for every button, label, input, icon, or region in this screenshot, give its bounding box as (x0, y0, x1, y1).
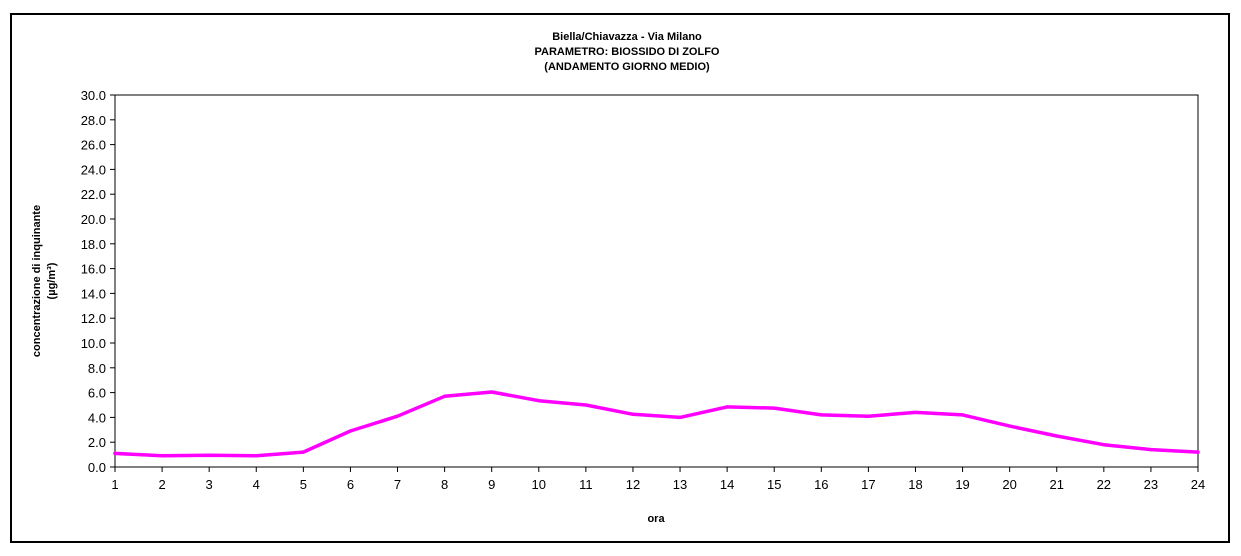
data-point (584, 403, 588, 407)
x-tick-label: 10 (532, 477, 546, 492)
y-axis-title: concentrazione di inquinante (µg/m³) (31, 205, 58, 357)
x-tick-label: 15 (767, 477, 781, 492)
x-tick-label: 2 (158, 477, 165, 492)
data-point (254, 454, 258, 458)
y-tick-label: 28.0 (81, 113, 106, 128)
x-tick-label: 20 (1002, 477, 1016, 492)
data-point (1196, 450, 1200, 454)
x-tick-label: 4 (253, 477, 260, 492)
data-point (1055, 434, 1059, 438)
data-point (443, 394, 447, 398)
x-axis: 1 2 3 4 5 6 7 8 9 10 11 12 13 14 15 16 17 18 19 20 21 22 23 24 (111, 467, 1205, 492)
data-point (866, 414, 870, 418)
x-tick-label: 7 (394, 477, 401, 492)
x-tick-label: 11 (579, 477, 593, 492)
data-point (1149, 448, 1153, 452)
x-tick-label: 17 (861, 477, 875, 492)
y-tick-label: 16.0 (81, 262, 106, 277)
data-point (819, 413, 823, 417)
y-tick-label: 30.0 (81, 88, 106, 103)
x-tick-label: 23 (1144, 477, 1158, 492)
data-point (395, 414, 400, 418)
data-point (1102, 443, 1106, 447)
y-tick-label: 12.0 (81, 311, 106, 326)
data-point (348, 429, 353, 433)
series-line (113, 390, 1200, 458)
data-point (301, 450, 305, 454)
data-point (960, 413, 965, 417)
y-tick-label: 6.0 (88, 386, 106, 401)
data-point (113, 451, 117, 455)
x-tick-label: 16 (814, 477, 828, 492)
y-tick-label: 20.0 (81, 212, 106, 227)
y-axis: 0.0 2.0 4.0 6.0 8.0 10.0 12.0 14.0 16.0 18.0 20.0 2… (81, 88, 115, 475)
x-tick-label: 18 (908, 477, 922, 492)
data-point (160, 454, 164, 458)
chart-title-line-3: (ANDAMENTO GIORNO MEDIO) (544, 61, 710, 73)
x-tick-label: 21 (1050, 477, 1064, 492)
data-point (207, 453, 211, 457)
x-tick-label: 5 (300, 477, 307, 492)
y-tick-label: 0.0 (88, 460, 106, 475)
data-point (913, 410, 918, 415)
chart-title-line-2: PARAMETRO: BIOSSIDO DI ZOLFO (535, 46, 720, 58)
y-tick-label: 2.0 (88, 435, 106, 450)
x-tick-label: 9 (488, 477, 495, 492)
x-tick-label: 13 (673, 477, 687, 492)
chart-title-line-1: Biella/Chiavazza - Via Milano (552, 31, 702, 43)
data-point (631, 412, 635, 416)
x-tick-label: 19 (955, 477, 969, 492)
x-tick-label: 1 (111, 477, 118, 492)
x-tick-label: 8 (441, 477, 448, 492)
y-tick-label: 4.0 (88, 410, 106, 425)
series-layer (113, 390, 1200, 458)
data-point (1008, 424, 1012, 428)
x-tick-label: 3 (206, 477, 213, 492)
y-tick-label: 18.0 (81, 237, 106, 252)
y-axis-title-line-2: (µg/m³) (46, 262, 58, 299)
data-point (678, 415, 682, 419)
data-point (772, 406, 776, 410)
chart-title: Biella/Chiavazza - Via Milano PARAMETRO:… (535, 31, 720, 73)
x-axis-title: ora (647, 513, 665, 525)
x-tick-label: 14 (720, 477, 734, 492)
y-tick-label: 24.0 (81, 162, 106, 177)
x-tick-label: 24 (1191, 477, 1205, 492)
y-axis-title-line-1: concentrazione di inquinante (31, 205, 43, 357)
y-tick-label: 26.0 (81, 138, 106, 153)
data-point (537, 399, 541, 403)
data-point (725, 405, 729, 409)
y-tick-label: 8.0 (88, 361, 106, 376)
y-tick-label: 14.0 (81, 286, 106, 301)
y-tick-label: 10.0 (81, 336, 106, 351)
x-tick-label: 12 (626, 477, 640, 492)
plot-area (114, 94, 1199, 468)
x-tick-label: 6 (347, 477, 354, 492)
data-point (490, 390, 494, 394)
y-tick-label: 22.0 (81, 187, 106, 202)
x-tick-label: 22 (1097, 477, 1111, 492)
